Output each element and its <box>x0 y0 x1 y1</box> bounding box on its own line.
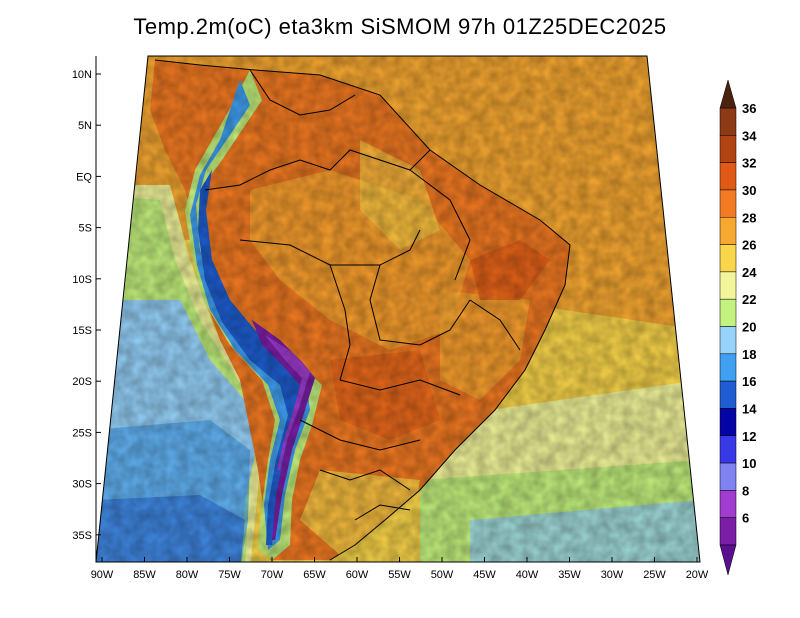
colorbar-label: 30 <box>742 183 756 198</box>
lon-tick-label: 70W <box>261 569 284 581</box>
colorbar-label: 18 <box>742 347 756 362</box>
lon-tick-label: 40W <box>516 569 539 581</box>
lon-tick-label: 60W <box>346 569 369 581</box>
colorbar-swatch <box>719 298 737 327</box>
lat-tick-label: 20S <box>72 376 92 388</box>
temperature-field <box>96 56 700 562</box>
colorbar-swatch <box>719 162 737 191</box>
colorbar-swatch <box>719 244 737 273</box>
lon-tick-label: 45W <box>473 569 496 581</box>
lat-tick-label: EQ <box>76 171 92 183</box>
colorbar-swatch <box>719 326 737 355</box>
colorbar-swatch <box>719 107 737 136</box>
lon-tick-label: 20W <box>686 569 709 581</box>
colorbar-label: 6 <box>742 511 749 526</box>
colorbar-label: 14 <box>742 401 757 416</box>
colorbar-label: 16 <box>742 374 756 389</box>
colorbar-swatch <box>719 490 737 518</box>
lat-tick-label: 15S <box>72 325 92 337</box>
colorbar-swatch <box>719 353 737 382</box>
colorbar-low-arrow <box>719 544 737 576</box>
longitude-axis: 90W 85W 80W 75W 70W 65W 60W 55W 50W 45W 40W 35W 30W 2… <box>91 557 709 581</box>
lat-tick-label: 10N <box>72 69 92 81</box>
colorbar-label: 10 <box>742 456 756 471</box>
colorbar-label: 34 <box>742 128 757 143</box>
lon-tick-label: 50W <box>431 569 454 581</box>
colorbar-swatch <box>719 189 737 218</box>
colorbar-swatch <box>719 435 737 464</box>
colorbar-label: 32 <box>742 156 756 171</box>
colorbar-swatch <box>719 380 737 409</box>
colorbar-swatch <box>719 517 737 546</box>
colorbar-label: 22 <box>742 292 756 307</box>
map-title: Temp.2m(oC) eta3km SiSMOM 97h 01Z25DEC20… <box>133 14 667 39</box>
lon-tick-label: 25W <box>643 569 666 581</box>
lon-tick-label: 75W <box>218 569 241 581</box>
lat-tick-label: 25S <box>72 427 92 439</box>
colorbar-swatch <box>719 462 737 491</box>
colorbar-label: 36 <box>742 101 756 116</box>
colorbar-high-arrow <box>719 79 737 109</box>
colorbar-swatch <box>719 135 737 163</box>
colorbar-label: 26 <box>742 238 756 253</box>
colorbar-label: 28 <box>742 210 756 225</box>
lon-tick-label: 90W <box>91 569 114 581</box>
colorbar: 36 34 32 30 28 26 24 22 20 18 16 14 12 10 8 6 <box>719 79 757 576</box>
lat-tick-label: 10S <box>72 274 92 286</box>
lon-tick-label: 35W <box>558 569 581 581</box>
colorbar-swatch <box>719 271 737 300</box>
latitude-axis: 10N 5N EQ 5S 10S 15S 20S 25S 30S 35S <box>72 69 101 542</box>
lon-tick-label: 55W <box>388 569 411 581</box>
lon-tick-label: 65W <box>303 569 326 581</box>
colorbar-label: 20 <box>742 320 756 335</box>
country-borders <box>154 59 571 561</box>
colorbar-label: 12 <box>742 429 756 444</box>
colorbar-swatch <box>719 217 737 245</box>
lon-tick-label: 85W <box>133 569 156 581</box>
lon-tick-label: 30W <box>601 569 624 581</box>
lat-tick-label: 35S <box>72 530 92 542</box>
lat-tick-label: 30S <box>72 479 92 491</box>
colorbar-swatch <box>719 408 737 436</box>
colorbar-label: 24 <box>742 265 757 280</box>
lon-tick-label: 80W <box>176 569 199 581</box>
colorbar-label: 8 <box>742 483 749 498</box>
lat-tick-label: 5N <box>78 120 92 132</box>
lat-tick-label: 5S <box>79 223 92 235</box>
